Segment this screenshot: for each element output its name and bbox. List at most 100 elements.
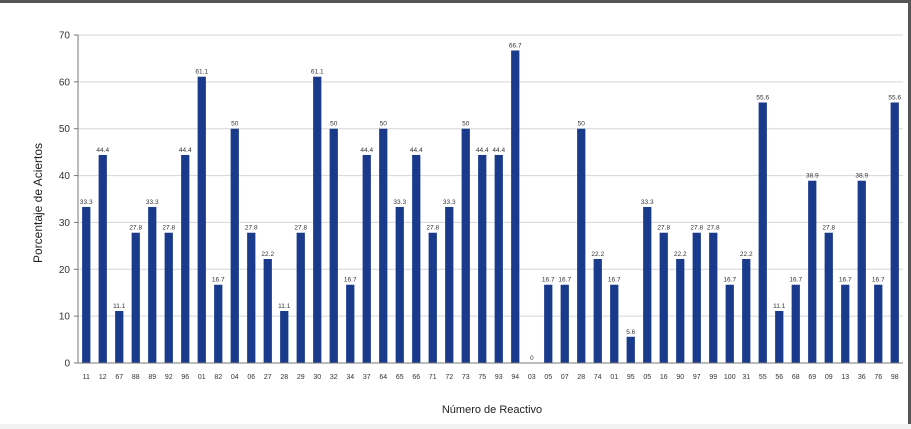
data-label: 44.4	[492, 147, 505, 154]
x-tick-label: 37	[363, 374, 371, 381]
bar	[362, 154, 371, 363]
data-label: 11.1	[278, 303, 291, 310]
bar	[461, 128, 470, 363]
bar	[412, 154, 421, 363]
bar	[148, 206, 157, 363]
data-label: 27.8	[690, 225, 703, 232]
bar	[692, 232, 701, 363]
bar	[511, 50, 520, 363]
data-label: 22.2	[591, 251, 604, 258]
data-label: 38.9	[855, 173, 868, 180]
bar	[230, 128, 239, 363]
bar	[197, 76, 206, 364]
data-label: 33.3	[641, 199, 654, 206]
bar	[494, 154, 503, 363]
bar	[857, 180, 866, 363]
data-label: 66.7	[509, 42, 522, 49]
x-tick-label: 67	[115, 374, 123, 381]
y-tick-label: 30	[59, 218, 71, 229]
bar	[626, 336, 635, 363]
bar	[758, 102, 767, 363]
data-label: 50	[330, 121, 338, 128]
x-tick-label: 09	[825, 374, 833, 381]
x-tick-label: 05	[643, 374, 651, 381]
bar	[808, 180, 817, 363]
data-label: 27.8	[294, 225, 307, 232]
data-label: 50	[578, 121, 586, 128]
x-tick-label: 34	[346, 374, 354, 381]
bar	[164, 232, 173, 363]
x-tick-label: 01	[610, 374, 618, 381]
bar	[98, 154, 107, 363]
bars: 33.3 44.4 11.1 27.8 33.3 27.8 44.4 61.1 16.7 50 27…	[80, 42, 901, 364]
x-tick-label: 05	[544, 374, 552, 381]
data-label: 16.7	[608, 277, 621, 284]
bar	[263, 258, 272, 363]
x-tick-label: 76	[874, 374, 882, 381]
x-tick-label: 97	[693, 374, 701, 381]
bar	[775, 310, 784, 363]
x-tick-label: 75	[478, 374, 486, 381]
x-tick-label: 07	[561, 374, 569, 381]
data-label: 27.8	[657, 225, 670, 232]
x-tick-label: 93	[495, 374, 503, 381]
data-label: 22.2	[740, 251, 753, 258]
bar	[659, 232, 668, 363]
data-label: 33.3	[80, 199, 93, 206]
bar	[181, 154, 190, 363]
data-label: 16.7	[839, 277, 852, 284]
data-label: 11.1	[113, 303, 126, 310]
data-label: 22.2	[674, 251, 687, 258]
data-label: 33.3	[443, 199, 456, 206]
data-label: 33.3	[146, 199, 159, 206]
data-label: 16.7	[344, 277, 357, 284]
y-axis-title: Porcentaje de Aciertos	[31, 143, 45, 263]
x-tick-label: 03	[528, 374, 536, 381]
data-label: 16.7	[542, 277, 555, 284]
data-label: 22.2	[261, 251, 274, 258]
data-label: 55.6	[756, 94, 769, 101]
data-label: 16.7	[872, 277, 885, 284]
x-tick-label: 73	[462, 374, 470, 381]
x-tick-label: 64	[379, 374, 387, 381]
y-tick-label: 60	[59, 77, 71, 88]
x-axis: 11 12 67 88 89 92 96 01 82 04 06 27 28 29 30 32 34 37 64 65…	[78, 362, 903, 381]
x-tick-label: 11	[83, 374, 90, 381]
data-label: 27.8	[162, 225, 175, 232]
x-tick-label: 90	[676, 374, 684, 381]
x-tick-label: 98	[891, 374, 899, 381]
y-tick-label: 10	[59, 312, 71, 323]
data-label: 27.8	[245, 225, 258, 232]
y-tick-label: 20	[59, 265, 71, 276]
bar	[709, 232, 718, 363]
x-tick-label: 89	[148, 374, 156, 381]
x-axis-title: Número de Reactivo	[442, 404, 542, 416]
bar	[610, 284, 619, 363]
x-tick-label: 95	[627, 374, 635, 381]
bar	[214, 284, 223, 363]
bar	[791, 284, 800, 363]
x-tick-label: 56	[775, 374, 783, 381]
data-label: 27.8	[707, 225, 720, 232]
x-tick-label: 27	[264, 374, 272, 381]
x-tick-label: 06	[247, 374, 255, 381]
bar	[643, 206, 652, 363]
x-tick-label: 94	[511, 374, 519, 381]
data-label: 50	[462, 121, 470, 128]
x-tick-label: 92	[165, 374, 173, 381]
data-label: 44.4	[410, 147, 423, 154]
bar	[115, 310, 124, 363]
x-tick-label: 16	[660, 374, 668, 381]
x-tick-label: 12	[99, 374, 107, 381]
bar	[329, 128, 338, 363]
x-tick-label: 69	[808, 374, 816, 381]
data-label: 61.1	[311, 69, 324, 76]
data-label: 44.4	[360, 147, 373, 154]
x-tick-label: 65	[396, 374, 404, 381]
bar	[428, 232, 437, 363]
data-label: 38.9	[806, 173, 819, 180]
data-label: 44.4	[476, 147, 489, 154]
bar	[824, 232, 833, 363]
